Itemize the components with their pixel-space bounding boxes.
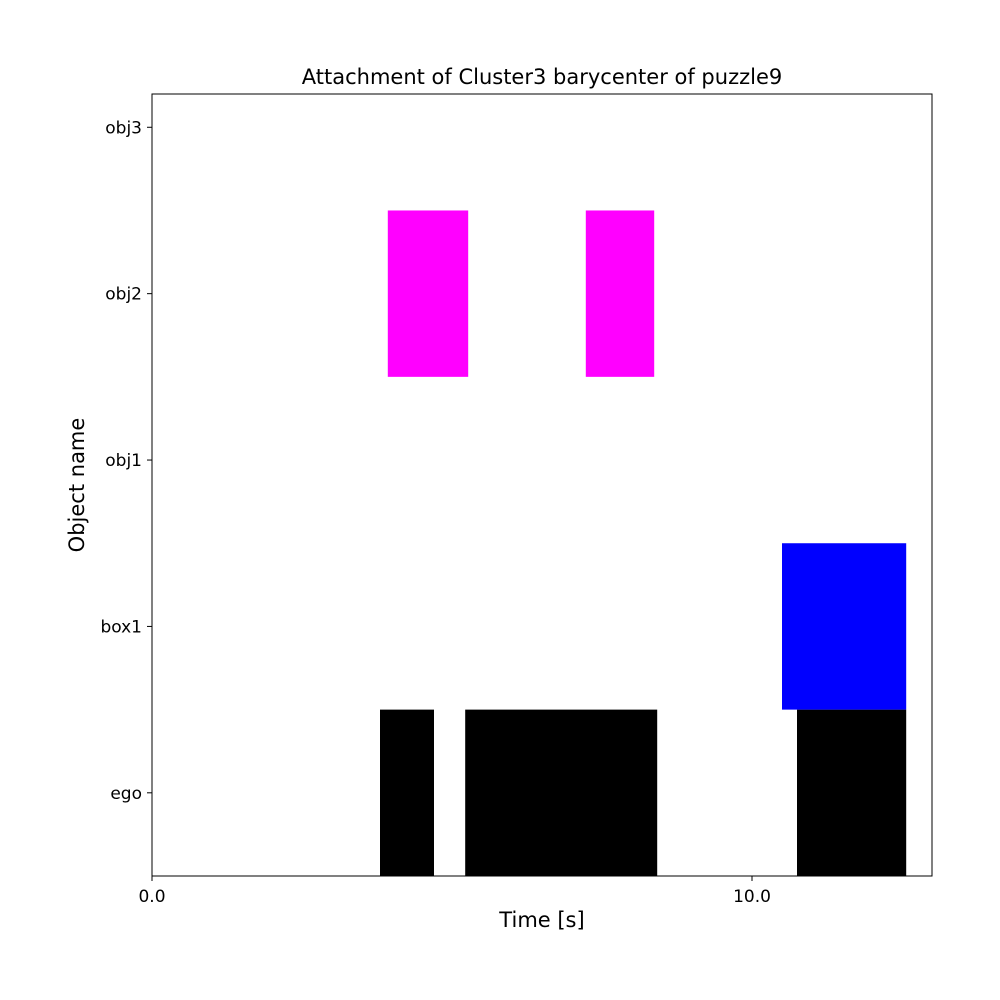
chart-title: Attachment of Cluster3 barycenter of puz… (302, 65, 783, 89)
y-tick-label-ego: ego (110, 784, 142, 804)
bars-layer (380, 210, 907, 876)
bar-obj2-5 (585, 210, 655, 377)
plot-frame (151, 93, 933, 877)
bar-ego-2 (797, 709, 907, 876)
x-axis: 0.0 10.0 (138, 876, 771, 907)
y-axis-label: Object name (65, 418, 89, 553)
y-axis: ego box1 obj1 obj2 obj3 (100, 118, 152, 804)
x-tick-label: 0.0 (138, 887, 165, 907)
y-tick-label-obj3: obj3 (105, 118, 142, 138)
y-tick-label-obj2: obj2 (105, 285, 142, 305)
bar-box1-3 (782, 543, 907, 710)
bar-obj2-4 (387, 210, 469, 377)
bar-ego-1 (465, 709, 658, 876)
y-tick-label-box1: box1 (100, 617, 142, 637)
x-tick-label: 10.0 (733, 887, 771, 907)
x-axis-label: Time [s] (498, 908, 584, 932)
bar-ego-0 (380, 709, 434, 876)
y-tick-label-obj1: obj1 (105, 451, 142, 471)
